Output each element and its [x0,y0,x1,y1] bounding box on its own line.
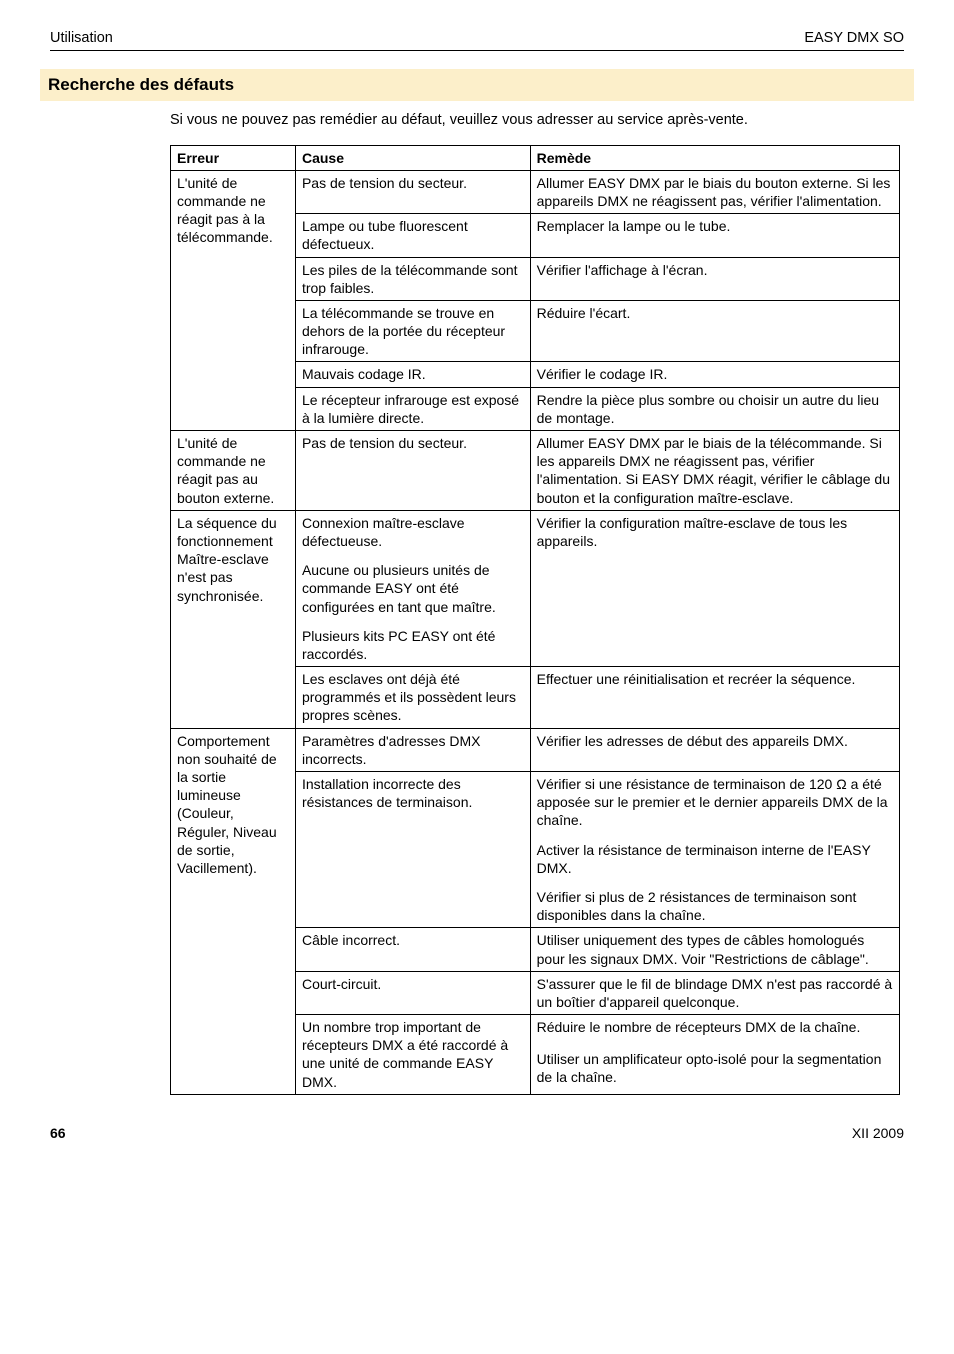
cell-cause: Lampe ou tube fluorescent défectueux. [295,214,530,257]
cell-cause: Pas de tension du secteur. [295,431,530,511]
cell-remede: Activer la résistance de terminaison int… [530,833,899,880]
section-title-bar: Recherche des défauts [40,69,914,101]
cell-cause: Connexion maître-esclave défectueuse. [295,510,530,553]
cell-remede: Réduire le nombre de récepteurs DMX de l… [530,1015,899,1042]
cell-remede: Vérifier si plus de 2 résistances de ter… [530,880,899,928]
cell-remede: Vérifier la configuration maître-esclave… [530,510,899,666]
th-remede: Remède [530,145,899,170]
defauts-table: Erreur Cause Remède L'unité de commande … [170,145,900,1095]
cell-erreur: L'unité de commande ne réagit pas à la t… [171,170,296,430]
cell-cause: Mauvais codage IR. [295,362,530,387]
table-row: L'unité de commande ne réagit pas au bou… [171,431,900,511]
cell-remede: S'assurer que le fil de blindage DMX n'e… [530,971,899,1014]
cell-remede: Vérifier le codage IR. [530,362,899,387]
cell-cause: Aucune ou plusieurs unités de commande E… [295,553,530,619]
th-erreur: Erreur [171,145,296,170]
cell-cause: Les esclaves ont déjà été programmés et … [295,667,530,729]
cell-remede: Vérifier si une résistance de terminaiso… [530,772,899,833]
cell-remede: Effectuer une réinitialisation et recrée… [530,667,899,729]
cell-cause: Un nombre trop important de récepteurs D… [295,1015,530,1095]
page-footer: 66 XII 2009 [50,1125,904,1151]
cell-cause: Installation incorrecte des résistances … [295,772,530,928]
footer-page-number: 66 [50,1125,66,1141]
cell-remede: Allumer EASY DMX par le biais de la télé… [530,431,899,511]
cell-cause: Plusieurs kits PC EASY ont été raccordés… [295,619,530,667]
cell-cause: La télécommande se trouve en dehors de l… [295,300,530,362]
cell-erreur: Comportement non souhaité de la sortie l… [171,728,296,1094]
cell-remede: Vérifier les adresses de début des appar… [530,728,899,771]
table-header-row: Erreur Cause Remède [171,145,900,170]
header-right: EASY DMX SO [804,30,904,46]
footer-date: XII 2009 [852,1125,904,1141]
table-row: La séquence du fonctionnement Maître-esc… [171,510,900,553]
cell-cause: Le récepteur infrarouge est exposé à la … [295,387,530,430]
cell-cause: Court-circuit. [295,971,530,1014]
table-row: L'unité de commande ne réagit pas à la t… [171,170,900,213]
section-title: Recherche des défauts [48,75,234,94]
cell-cause: Paramètres d'adresses DMX incorrects. [295,728,530,771]
page-header: Utilisation EASY DMX SO [50,30,904,51]
cell-erreur: La séquence du fonctionnement Maître-esc… [171,510,296,728]
cell-cause: Pas de tension du secteur. [295,170,530,213]
table-row: Comportement non souhaité de la sortie l… [171,728,900,771]
cell-cause: Les piles de la télécommande sont trop f… [295,257,530,300]
cell-remede: Rendre la pièce plus sombre ou choisir u… [530,387,899,430]
th-cause: Cause [295,145,530,170]
cell-erreur: L'unité de commande ne réagit pas au bou… [171,431,296,511]
intro-paragraph: Si vous ne pouvez pas remédier au défaut… [170,111,904,131]
cell-remede: Utiliser un amplificateur opto-isolé pou… [530,1042,899,1095]
cell-remede: Utiliser uniquement des types de câbles … [530,928,899,971]
cell-cause: Câble incorrect. [295,928,530,971]
cell-remede: Remplacer la lampe ou le tube. [530,214,899,257]
cell-remede: Allumer EASY DMX par le biais du bouton … [530,170,899,213]
cell-remede: Vérifier l'affichage à l'écran. [530,257,899,300]
cell-remede: Réduire l'écart. [530,300,899,362]
header-left: Utilisation [50,30,113,46]
